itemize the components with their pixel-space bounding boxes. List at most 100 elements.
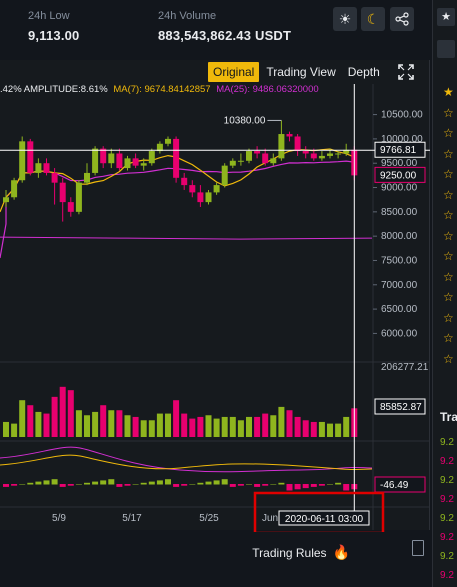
volume-bar [59, 386, 66, 437]
volume-bar [181, 413, 188, 437]
favorite-star-icon[interactable]: ☆ [443, 249, 454, 263]
candle-body [262, 153, 269, 164]
low-value: 9,113.00 [28, 28, 80, 43]
candle-body [140, 163, 147, 166]
share-icon[interactable] [390, 7, 414, 31]
favorite-star-icon[interactable]: ☆ [443, 187, 454, 202]
fullscreen-icon[interactable] [398, 64, 414, 80]
volume-bar [221, 416, 228, 437]
crosshair-time-box [278, 510, 370, 526]
fire-icon: 🔥 [332, 544, 350, 560]
favorite-star-icon[interactable]: ☆ [443, 269, 454, 284]
macd-bar [27, 482, 34, 485]
macd-bar [343, 484, 350, 491]
light-theme-icon[interactable]: ☀ [333, 7, 357, 31]
volume-bar [156, 413, 163, 437]
volume-bar [132, 416, 139, 437]
tab-depth[interactable]: Depth [347, 65, 380, 79]
macd-bar [116, 484, 123, 487]
candle-body [84, 172, 90, 183]
volume-value: 883,543,862.43 USDT [158, 28, 292, 43]
trading-rules-link[interactable]: Trading Rules 🔥 [252, 544, 350, 561]
candle-body [221, 165, 228, 186]
favorite-star-icon[interactable]: ☆ [443, 228, 454, 243]
volume-bar [19, 400, 26, 437]
volume-bar [335, 423, 342, 437]
volume-bar [75, 410, 82, 437]
candle-body [189, 185, 196, 193]
highlight-box [253, 491, 385, 532]
ma7-legend: MA(7): 9674.84142857 [113, 84, 211, 95]
volume-bar [148, 420, 155, 437]
macd-bar [108, 479, 115, 485]
favorite-star-icon[interactable]: ☆ [443, 331, 454, 345]
volume-bar [67, 390, 74, 437]
favorite-star-icon[interactable]: ☆ [443, 167, 454, 181]
candle-body [205, 192, 212, 203]
macd-signal-line [0, 446, 373, 473]
ma-legend: .42% AMPLITUDE:8.61% MA(7): 9674.8414285… [0, 84, 319, 95]
volume-bar [27, 405, 34, 437]
trading-rules-label: Trading Rules [252, 545, 327, 560]
price-tick-label: 7000.00 [381, 280, 418, 291]
macd-bar [92, 481, 99, 485]
favorite-star-icon[interactable]: ☆ [443, 146, 454, 161]
macd-bar [132, 484, 139, 485]
favorite-star-icon[interactable]: ☆ [443, 290, 454, 304]
candle-body [108, 153, 115, 164]
calculator-icon[interactable] [412, 540, 424, 556]
favorite-star-icon[interactable]: ★ [443, 85, 454, 99]
macd-bar [327, 484, 333, 485]
candle-body [124, 158, 131, 169]
candle-body [92, 148, 99, 173]
macd-bar [75, 484, 82, 485]
macd-bar [294, 484, 301, 490]
candle-body [335, 153, 342, 155]
tab-original[interactable]: Original [208, 62, 260, 82]
crosshair-time-label: 2020-06-11 03:00 [285, 514, 364, 525]
price-tick-label: 9500.00 [381, 158, 418, 169]
macd-bar [205, 481, 212, 485]
volume-bar [286, 410, 293, 437]
favorite-star-icon[interactable]: ☆ [443, 351, 454, 366]
trade-price: 9.2 [440, 494, 454, 505]
candle-body [318, 155, 325, 159]
macd-bar [181, 484, 188, 486]
macd-bar [262, 484, 269, 486]
candle-body [302, 151, 309, 154]
candlestick-chart[interactable]: 10500.00 10000.00 9500.00 9000.00 8500.00 800… [0, 0, 432, 532]
search-box[interactable] [437, 40, 455, 58]
ma99-line [0, 236, 373, 240]
macd-bar [278, 482, 285, 485]
macd-bar [3, 484, 9, 487]
current-price-badge: 9766.81 [380, 145, 417, 156]
volume-label: 24h Volume [158, 10, 217, 22]
trade-price: 9.2 [440, 456, 454, 467]
tab-trading-view[interactable]: Trading View [266, 65, 336, 79]
price-tick-label: 9000.00 [381, 183, 418, 194]
candle-body [286, 134, 293, 137]
candle-body [278, 134, 285, 159]
candle-body [19, 141, 26, 181]
favorite-star-icon[interactable]: ☆ [443, 310, 454, 325]
price-tick-label: 10000.00 [381, 134, 423, 145]
candle-body [148, 151, 155, 164]
volume-bar [294, 416, 301, 437]
dark-theme-icon[interactable]: ☾ [361, 7, 385, 31]
volume-current-badge: 85852.87 [380, 402, 422, 413]
favorite-star-icon[interactable]: ☆ [443, 126, 454, 140]
volume-bar [92, 411, 99, 437]
macd-bar [221, 479, 228, 485]
favorite-star-icon[interactable]: ☆ [443, 208, 454, 222]
favorites-star-icon[interactable]: ★ [437, 8, 455, 26]
market-list-column: ★ ★ ☆ ☆ ☆ ☆ ☆ ☆ ☆ ☆ ☆ ☆ ☆ ☆ ☆ Tra 9.2 9.2 9.2 9.2 9.2 9.2 9.2 9… [432, 0, 457, 587]
macd-bar [140, 482, 147, 485]
amplitude-text: .42% AMPLITUDE:8.61% [0, 84, 108, 95]
current-price-badge-box [374, 141, 426, 158]
macd-bar [67, 484, 74, 486]
volume-bar [173, 400, 180, 437]
volume-stat: 24h Volume 883,543,862.43 USDT [158, 10, 291, 43]
favorite-star-icon[interactable]: ☆ [443, 105, 454, 120]
volume-bar [51, 396, 58, 437]
volume-bar [343, 416, 350, 437]
